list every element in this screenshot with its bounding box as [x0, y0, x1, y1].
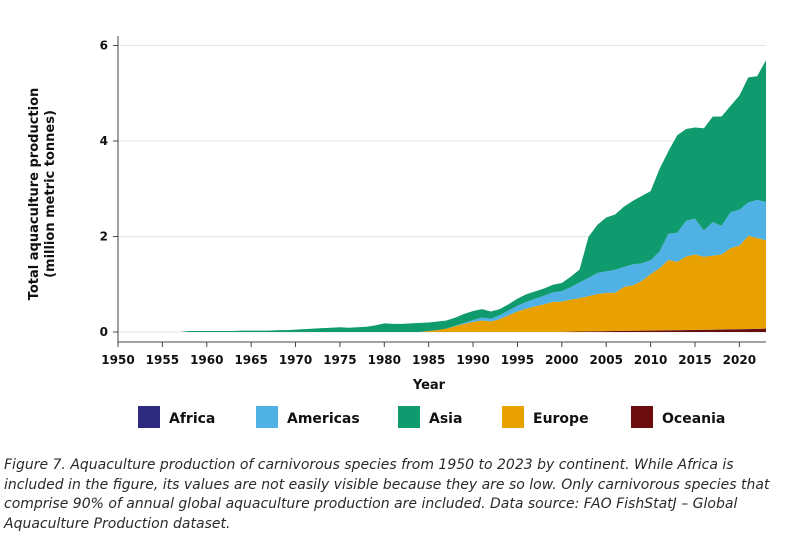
- x-tick-label: 1950: [101, 353, 134, 367]
- x-tick-label: 1960: [190, 353, 223, 367]
- y-tick-label: 4: [100, 134, 108, 148]
- legend-label-americas: Americas: [287, 411, 360, 427]
- area-series-europe: [118, 235, 766, 332]
- x-tick-label: 1965: [234, 353, 267, 367]
- x-tick-label: 1970: [279, 353, 312, 367]
- legend-swatch-africa: [138, 406, 160, 428]
- y-tick-label: 0: [100, 325, 108, 339]
- legend: Africa Americas Asia Europe Oceania: [138, 406, 725, 428]
- x-axis-title: Year: [412, 378, 446, 393]
- x-tick-label: 1975: [323, 353, 356, 367]
- y-axis-title-line1: Total aquaculture production: [27, 88, 42, 301]
- legend-swatch-europe: [502, 406, 524, 428]
- legend-label-asia: Asia: [429, 411, 462, 427]
- area-series-asia: [118, 60, 766, 333]
- y-tick-label: 2: [100, 230, 108, 244]
- x-tick-label: 2000: [545, 353, 578, 367]
- x-tick-label: 1955: [146, 353, 179, 367]
- stacked-areas: [118, 60, 766, 333]
- legend-label-europe: Europe: [533, 411, 589, 427]
- x-tick-label: 2005: [590, 353, 623, 367]
- legend-swatch-americas: [256, 406, 278, 428]
- y-tick-label: 6: [100, 39, 108, 53]
- x-tick-label: 1980: [368, 353, 401, 367]
- legend-swatch-asia: [398, 406, 420, 428]
- figure-caption: Figure 7. Aquaculture production of carn…: [4, 457, 770, 532]
- x-tick-label: 1995: [501, 353, 534, 367]
- legend-label-oceania: Oceania: [662, 411, 725, 427]
- area-series-oceania: [118, 328, 766, 332]
- legend-label-africa: Africa: [169, 411, 215, 427]
- x-tick-label: 1990: [456, 353, 489, 367]
- legend-swatch-oceania: [631, 406, 653, 428]
- tick-labels: 0 2 4 6 1950 1955 1960 1965 1970 1975 1980 1985 1990…: [100, 39, 756, 367]
- x-tick-label: 2010: [634, 353, 667, 367]
- x-tick-label: 2015: [678, 353, 711, 367]
- x-tick-label: 1985: [412, 353, 445, 367]
- x-tick-label: 2020: [723, 353, 756, 367]
- area-series-americas: [118, 199, 766, 332]
- axes: [117, 36, 766, 343]
- aquaculture-area-chart: 0 2 4 6 1950 1955 1960 1965 1970 1975 1980 1985 1990…: [27, 36, 766, 428]
- y-axis-title-group: Total aquaculture production (million me…: [27, 88, 58, 301]
- y-axis-title-line2: (million metric tonnes): [43, 110, 58, 278]
